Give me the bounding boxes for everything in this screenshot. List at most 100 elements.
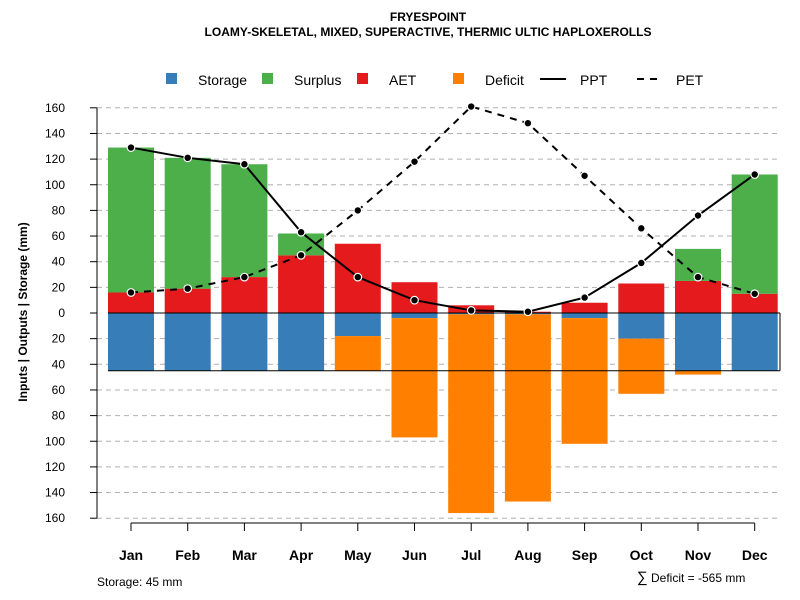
legend-deficit-swatch (453, 73, 464, 84)
y-tick-label: 60 (52, 229, 66, 243)
pet-point (126, 288, 136, 297)
bars (108, 147, 781, 514)
aet-bar (675, 280, 721, 313)
y-tick-label: 20 (52, 280, 66, 294)
x-tick-label: May (344, 547, 371, 563)
ppt-point (239, 159, 249, 169)
deficit-bar (448, 314, 495, 514)
deficit-bar (561, 318, 608, 444)
y-tick-label: 120 (45, 460, 65, 474)
ppt-point (410, 295, 419, 305)
aet-bar (278, 255, 325, 313)
aet-bar (731, 293, 778, 313)
x-tick-label: Jun (402, 547, 427, 563)
storage-bar (334, 313, 381, 337)
storage-bar (391, 313, 438, 319)
surplus-bar (731, 174, 778, 294)
x-tick-label: Jul (461, 547, 481, 563)
legend-aet-swatch (357, 73, 368, 84)
storage-bar (731, 313, 778, 371)
pet-point (183, 284, 193, 294)
ppt-point (296, 227, 306, 237)
y-tick-label: 80 (52, 203, 66, 217)
surplus-bar (278, 233, 325, 256)
y-tick-label: 60 (52, 383, 66, 397)
ppt-point (580, 293, 589, 303)
storage-footer: Storage: 45 mm (97, 575, 182, 589)
y-tick-label: 140 (45, 126, 65, 140)
y-tick-label: 160 (45, 511, 65, 525)
aet-bar (221, 277, 268, 313)
pet-point (693, 272, 703, 282)
storage-bar (278, 313, 325, 371)
ppt-point (183, 153, 193, 163)
storage-bar (675, 313, 721, 371)
deficit-bar (391, 318, 438, 438)
surplus-bar (108, 147, 154, 293)
ppt-point (750, 170, 760, 179)
x-tick-label: Feb (175, 547, 200, 563)
aet-bar (108, 292, 154, 313)
grid-lines (97, 107, 780, 519)
legend-surplus-swatch (262, 73, 273, 84)
pet-point (239, 272, 249, 282)
pet-point (636, 223, 646, 233)
y-tick-label: 40 (52, 255, 66, 269)
storage-bar (221, 313, 268, 371)
x-tick-label: Aug (514, 547, 541, 563)
aet-bar (561, 302, 608, 313)
x-tick-label: Apr (289, 547, 314, 563)
legend-storage-label: Storage (198, 72, 247, 88)
x-tick-label: Mar (232, 547, 257, 563)
surplus-bar (221, 164, 268, 278)
pet-point (296, 250, 306, 260)
pet-point (580, 171, 589, 181)
x-tick-label: Dec (742, 547, 768, 563)
ppt-line (130, 146, 756, 313)
ppt-point (126, 143, 136, 152)
x-tick-label: Nov (685, 547, 712, 563)
pet-point (523, 118, 533, 128)
storage-bar (108, 313, 154, 371)
y-axis-label: Inputs | Outputs | Storage (mm) (16, 222, 30, 401)
deficit-footer: Deficit = -565 mm (651, 571, 745, 585)
legend-surplus-label: Surplus (294, 72, 341, 88)
x-tick-label: Oct (630, 547, 654, 563)
deficit-bar (675, 370, 721, 375)
pet-point (466, 102, 476, 111)
ppt-point (523, 307, 533, 317)
chart-legend: Storage Surplus AET Deficit PPT PET (166, 72, 704, 88)
pet-point (750, 289, 760, 299)
pet-point (410, 157, 419, 167)
deficit-bar (618, 338, 665, 394)
y-tick-label: 20 (52, 332, 66, 346)
y-tick-label: 100 (45, 178, 65, 192)
legend-deficit-label: Deficit (485, 72, 524, 88)
ppt-point (353, 272, 363, 282)
ppt-point (466, 306, 476, 315)
y-tick-label: 0 (58, 306, 65, 320)
y-tick-label: 100 (45, 434, 65, 448)
series-lines (126, 102, 760, 317)
pet-point (353, 205, 363, 215)
ppt-point (693, 211, 703, 220)
x-tick-label: Sep (572, 547, 598, 563)
y-tick-label: 160 (45, 101, 65, 115)
legend-aet-label: AET (389, 72, 417, 88)
deficit-bar (504, 314, 551, 502)
storage-bar (164, 313, 211, 371)
y-tick-label: 120 (45, 152, 65, 166)
x-tick-label: Jan (119, 547, 143, 563)
deficit-bar (334, 336, 381, 371)
chart-subtitle: LOAMY-SKELETAL, MIXED, SUPERACTIVE, THER… (205, 25, 652, 39)
surplus-bar (164, 157, 211, 289)
legend-ppt-label: PPT (580, 72, 608, 88)
y-tick-label: 80 (52, 409, 66, 423)
ppt-point (636, 258, 646, 268)
deficit-sum-symbol: ∑ (637, 569, 648, 586)
y-tick-label: 40 (52, 357, 66, 371)
aet-bar (618, 283, 665, 313)
legend-storage-swatch (166, 73, 177, 84)
storage-bar (618, 313, 665, 339)
